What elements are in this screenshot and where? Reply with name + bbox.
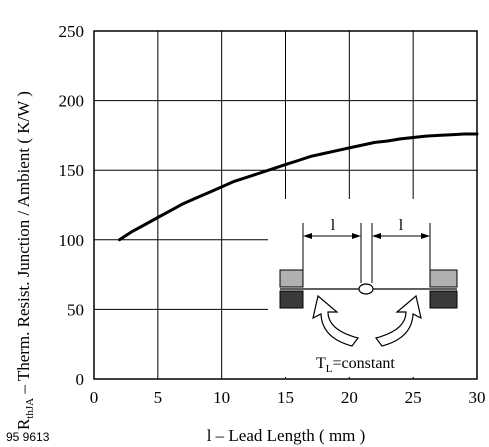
arrowhead xyxy=(372,233,381,239)
x-tick-label: 10 xyxy=(213,388,230,407)
dimension-label-right: l xyxy=(399,217,404,234)
y-tick-label: 100 xyxy=(59,231,85,250)
arrowhead xyxy=(303,233,312,239)
clamp-right-top xyxy=(429,269,458,288)
x-tick-label: 20 xyxy=(341,388,358,407)
y-tick-label: 0 xyxy=(76,370,85,389)
x-tick-label: 0 xyxy=(90,388,99,407)
arrowhead xyxy=(421,233,430,239)
y-tick-label: 200 xyxy=(59,92,85,111)
y-axis-title: RthJA – Therm. Resist. Junction / Ambien… xyxy=(14,91,36,430)
diode-body xyxy=(358,283,374,295)
clamp-right-bottom xyxy=(429,290,458,309)
y-tick-label: 250 xyxy=(59,22,85,41)
series-line xyxy=(118,132,479,242)
y-tick-labels: 0 50 100 150 200 250 xyxy=(59,22,85,389)
clamp-left-top xyxy=(279,269,304,288)
arrowhead xyxy=(352,233,361,239)
curve-layer xyxy=(118,132,479,242)
x-tick-labels: 0 5 10 15 20 25 30 xyxy=(90,388,486,407)
x-axis-title: l – Lead Length ( mm ) xyxy=(207,426,366,445)
y-tick-label: 150 xyxy=(59,161,85,180)
figure-id: 95 9613 xyxy=(6,430,50,444)
dimension-label-left: l xyxy=(331,217,336,234)
clamp-left-bottom xyxy=(279,290,304,309)
inset-background xyxy=(268,199,480,377)
y-tick-label: 50 xyxy=(67,300,84,319)
lead-mounting-diagram: l l TL=constant xyxy=(268,199,480,377)
x-tick-label: 15 xyxy=(277,388,294,407)
heat-arrow-right xyxy=(374,294,422,347)
heat-arrow-left xyxy=(312,294,360,347)
inset-caption: TL=constant xyxy=(316,355,395,375)
x-tick-label: 30 xyxy=(469,388,486,407)
x-tick-label: 5 xyxy=(154,388,163,407)
x-tick-label: 25 xyxy=(405,388,422,407)
plot-frame xyxy=(93,30,478,380)
